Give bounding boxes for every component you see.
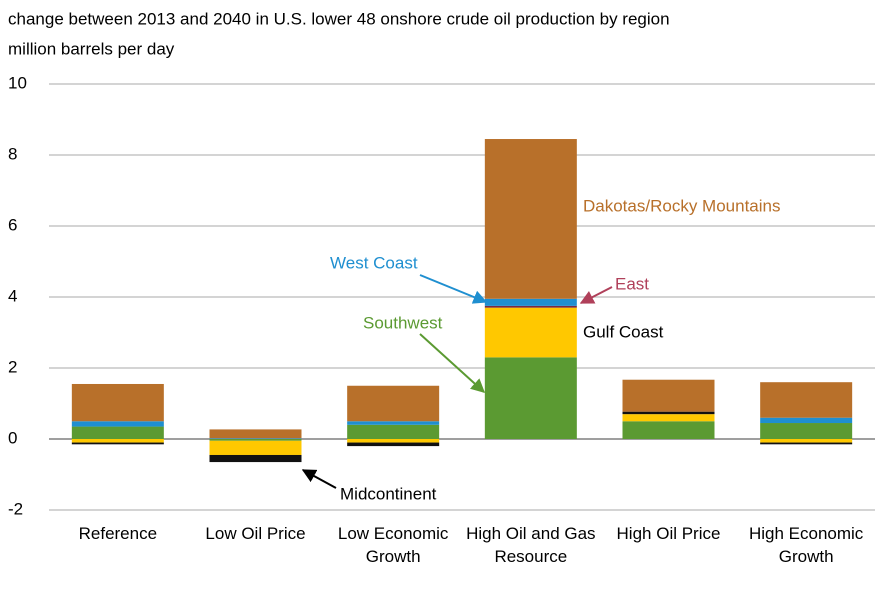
x-tick-label: Low Oil Price <box>205 524 306 543</box>
annotation-arrow <box>301 469 337 489</box>
bar-segment <box>347 442 440 447</box>
y-tick-label: 0 <box>8 428 17 447</box>
bar-segment <box>71 426 164 439</box>
legend-label: Gulf Coast <box>583 322 664 341</box>
bar-segment <box>760 423 853 439</box>
bar-segment <box>347 385 440 422</box>
legend-label: West Coast <box>330 253 418 272</box>
annotation-arrow <box>579 286 613 304</box>
x-tick-label: High Economic Growth <box>748 524 864 566</box>
y-tick-label: 10 <box>8 73 27 92</box>
bar-segment <box>484 357 577 439</box>
x-tick-label: Low Economic Growth <box>337 524 449 566</box>
annotation-arrow <box>419 333 486 393</box>
bar-segment <box>760 417 853 424</box>
bar-segment <box>209 429 302 439</box>
bar-segment <box>71 421 164 427</box>
bar-segment <box>71 442 164 445</box>
bar-segment <box>622 421 715 439</box>
legend-label: Southwest <box>363 313 443 332</box>
y-tick-label: 8 <box>8 144 17 163</box>
bar-segment <box>484 305 577 308</box>
bar-segment <box>347 421 440 425</box>
chart-title: change between 2013 and 2040 in U.S. low… <box>8 9 670 28</box>
x-tick-label: High Oil Price <box>616 524 721 543</box>
legend-label: East <box>615 274 649 293</box>
y-tick-label: 6 <box>8 215 17 234</box>
bar-segment <box>760 439 853 443</box>
bar-segment <box>209 438 302 439</box>
bar-segment <box>209 439 302 441</box>
bar-segment <box>347 439 440 443</box>
annotation-arrow <box>419 274 488 304</box>
bar-segment <box>209 440 302 455</box>
bar-segment <box>622 379 715 412</box>
bar-segment <box>760 382 853 418</box>
bar-segment <box>760 442 853 445</box>
bar-segment <box>209 454 302 463</box>
bar-segment <box>622 411 715 415</box>
bar-segment <box>484 307 577 358</box>
bar-segment <box>484 139 577 299</box>
bar-segment <box>347 424 440 439</box>
bar-segment <box>71 383 164 422</box>
x-tick-label: High Oil and Gas Resource <box>466 524 596 566</box>
legend-label: Dakotas/Rocky Mountains <box>583 196 780 215</box>
bar-segment <box>484 298 577 306</box>
legend-label: Midcontinent <box>340 484 437 503</box>
y-tick-label: 4 <box>8 286 17 305</box>
bar-segment <box>71 439 164 443</box>
x-tick-label: Reference <box>78 524 158 543</box>
y-tick-label: 2 <box>8 357 17 376</box>
bar-segment <box>622 414 715 422</box>
chart-subtitle: million barrels per day <box>8 39 175 58</box>
y-tick-label: -2 <box>8 499 23 518</box>
